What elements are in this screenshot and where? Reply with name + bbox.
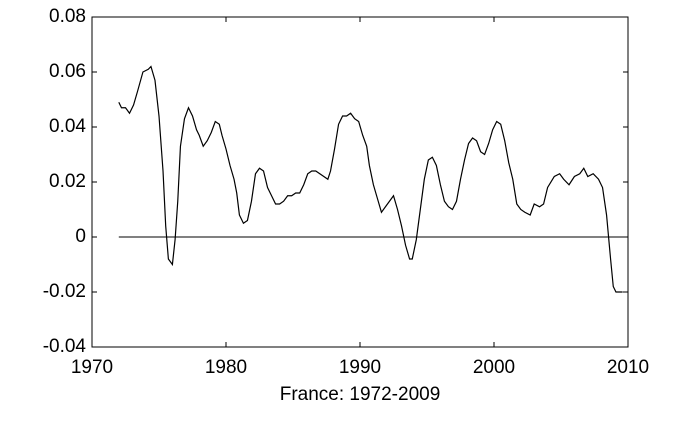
x-tick-label: 1970 [71, 357, 113, 378]
x-tick-label: 2000 [473, 357, 515, 378]
x-tick-label: 2010 [607, 357, 649, 378]
y-tick-label: -0.04 [43, 336, 87, 357]
y-tick-label: 0.08 [49, 6, 86, 27]
x-tick-label: 1990 [339, 357, 381, 378]
data-line [118, 65, 623, 293]
y-tick-label: 0.02 [49, 171, 86, 192]
y-tick-label: 0 [75, 226, 86, 247]
y-tick-label: 0.06 [49, 61, 86, 82]
y-tick-label: 0.04 [49, 116, 86, 137]
plot-frame [91, 16, 629, 348]
y-tick-label: -0.02 [43, 281, 86, 302]
x-tick-label: 1980 [205, 357, 247, 378]
x-axis-label: France: 1972-2009 [280, 384, 441, 405]
